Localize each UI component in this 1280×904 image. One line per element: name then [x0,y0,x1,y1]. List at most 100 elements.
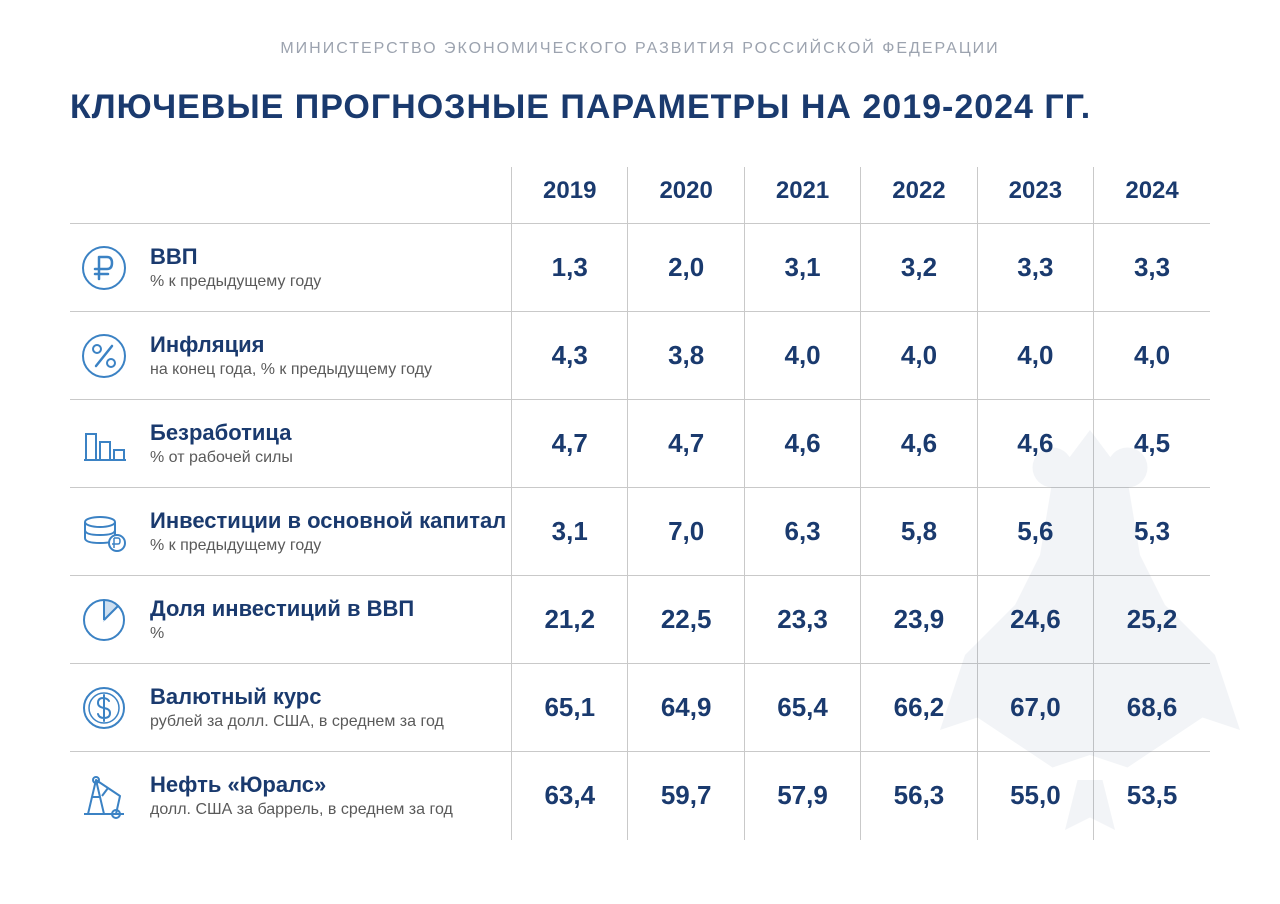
table-row: Безработица % от рабочей силы 4,74,74,64… [70,400,1210,488]
cell-value: 4,0 [1017,340,1053,370]
row-label-cell: Инвестиции в основной капитал % к предыд… [70,488,512,576]
cell-value: 55,0 [1010,780,1061,810]
value-cell: 3,2 [861,224,977,312]
cell-value: 4,5 [1134,428,1170,458]
value-cell: 23,3 [744,576,860,664]
table-header-row: 2019 2020 2021 2022 2023 2024 [70,167,1210,224]
value-cell: 4,7 [628,400,744,488]
value-cell: 2,0 [628,224,744,312]
ruble-icon [80,244,128,292]
cell-value: 64,9 [661,692,712,722]
pie-icon [80,596,128,644]
value-cell: 56,3 [861,752,977,840]
value-cell: 4,6 [861,400,977,488]
cell-value: 4,0 [1134,340,1170,370]
value-cell: 4,0 [744,312,860,400]
row-label-cell: Нефть «Юралс» долл. США за баррель, в ср… [70,752,512,840]
cell-value: 5,6 [1017,516,1053,546]
row-subtitle: на конец года, % к предыдущему году [150,360,432,379]
table-row: Инфляция на конец года, % к предыдущему … [70,312,1210,400]
oil-icon [80,772,128,820]
value-cell: 4,7 [512,400,628,488]
row-label-cell: Доля инвестиций в ВВП % [70,576,512,664]
row-title: Нефть «Юралс» [150,772,453,798]
value-cell: 53,5 [1094,752,1210,840]
row-subtitle: рублей за долл. США, в среднем за год [150,712,444,731]
cell-value: 22,5 [661,604,712,634]
value-cell: 63,4 [512,752,628,840]
value-cell: 5,6 [977,488,1093,576]
table-row: Валютный курс рублей за долл. США, в сре… [70,664,1210,752]
cell-value: 68,6 [1127,692,1178,722]
value-cell: 3,3 [977,224,1093,312]
cell-value: 3,3 [1017,252,1053,282]
cell-value: 7,0 [668,516,704,546]
cell-value: 4,0 [901,340,937,370]
value-cell: 4,0 [1094,312,1210,400]
cell-value: 65,1 [544,692,595,722]
year-header: 2019 [512,167,628,224]
year-header: 2022 [861,167,977,224]
cell-value: 53,5 [1127,780,1178,810]
row-title: Доля инвестиций в ВВП [150,596,414,622]
row-subtitle: % [150,624,414,643]
row-title: Инфляция [150,332,432,358]
value-cell: 4,5 [1094,400,1210,488]
cell-value: 4,6 [901,428,937,458]
value-cell: 1,3 [512,224,628,312]
cell-value: 3,1 [552,516,588,546]
value-cell: 65,1 [512,664,628,752]
page-title: КЛЮЧЕВЫЕ ПРОГНОЗНЫЕ ПАРАМЕТРЫ НА 2019-20… [70,88,1210,127]
table-row: Инвестиции в основной капитал % к предыд… [70,488,1210,576]
value-cell: 4,6 [744,400,860,488]
cell-value: 59,7 [661,780,712,810]
value-cell: 66,2 [861,664,977,752]
row-label-cell: Валютный курс рублей за долл. США, в сре… [70,664,512,752]
cell-value: 4,3 [552,340,588,370]
row-subtitle: % к предыдущему году [150,272,321,291]
year-header: 2024 [1094,167,1210,224]
value-cell: 59,7 [628,752,744,840]
forecast-table: 2019 2020 2021 2022 2023 2024 ВВП % к пр… [70,167,1210,840]
cell-value: 4,7 [552,428,588,458]
cell-value: 25,2 [1127,604,1178,634]
value-cell: 65,4 [744,664,860,752]
cell-value: 4,0 [784,340,820,370]
cell-value: 65,4 [777,692,828,722]
row-subtitle: % к предыдущему году [150,536,506,555]
coins-icon [80,508,128,556]
value-cell: 25,2 [1094,576,1210,664]
value-cell: 4,6 [977,400,1093,488]
year-header: 2023 [977,167,1093,224]
value-cell: 57,9 [744,752,860,840]
table-row: ВВП % к предыдущему году 1,3 2,0 3,1 3,2 3,3… [70,224,1210,312]
cell-value: 23,9 [894,604,945,634]
cell-value: 23,3 [777,604,828,634]
value-cell: 67,0 [977,664,1093,752]
year-header: 2021 [744,167,860,224]
value-cell: 6,3 [744,488,860,576]
table-row: Нефть «Юралс» долл. США за баррель, в ср… [70,752,1210,840]
cell-value: 21,2 [544,604,595,634]
value-cell: 21,2 [512,576,628,664]
value-cell: 5,8 [861,488,977,576]
value-cell: 4,0 [977,312,1093,400]
cell-value: 2,0 [668,252,704,282]
row-title: Инвестиции в основной капитал [150,508,506,534]
row-title: Валютный курс [150,684,444,710]
cell-value: 4,7 [668,428,704,458]
cell-value: 3,1 [784,252,820,282]
cell-value: 63,4 [544,780,595,810]
value-cell: 55,0 [977,752,1093,840]
cell-value: 57,9 [777,780,828,810]
label-column-header [70,167,512,224]
value-cell: 3,1 [744,224,860,312]
cell-value: 4,6 [1017,428,1053,458]
cell-value: 6,3 [784,516,820,546]
value-cell: 23,9 [861,576,977,664]
ministry-subtitle: МИНИСТЕРСТВО ЭКОНОМИЧЕСКОГО РАЗВИТИЯ РОС… [70,40,1210,58]
dollar-icon [80,684,128,732]
row-subtitle: долл. США за баррель, в среднем за год [150,800,453,819]
row-title: ВВП [150,244,321,270]
row-subtitle: % от рабочей силы [150,448,293,467]
